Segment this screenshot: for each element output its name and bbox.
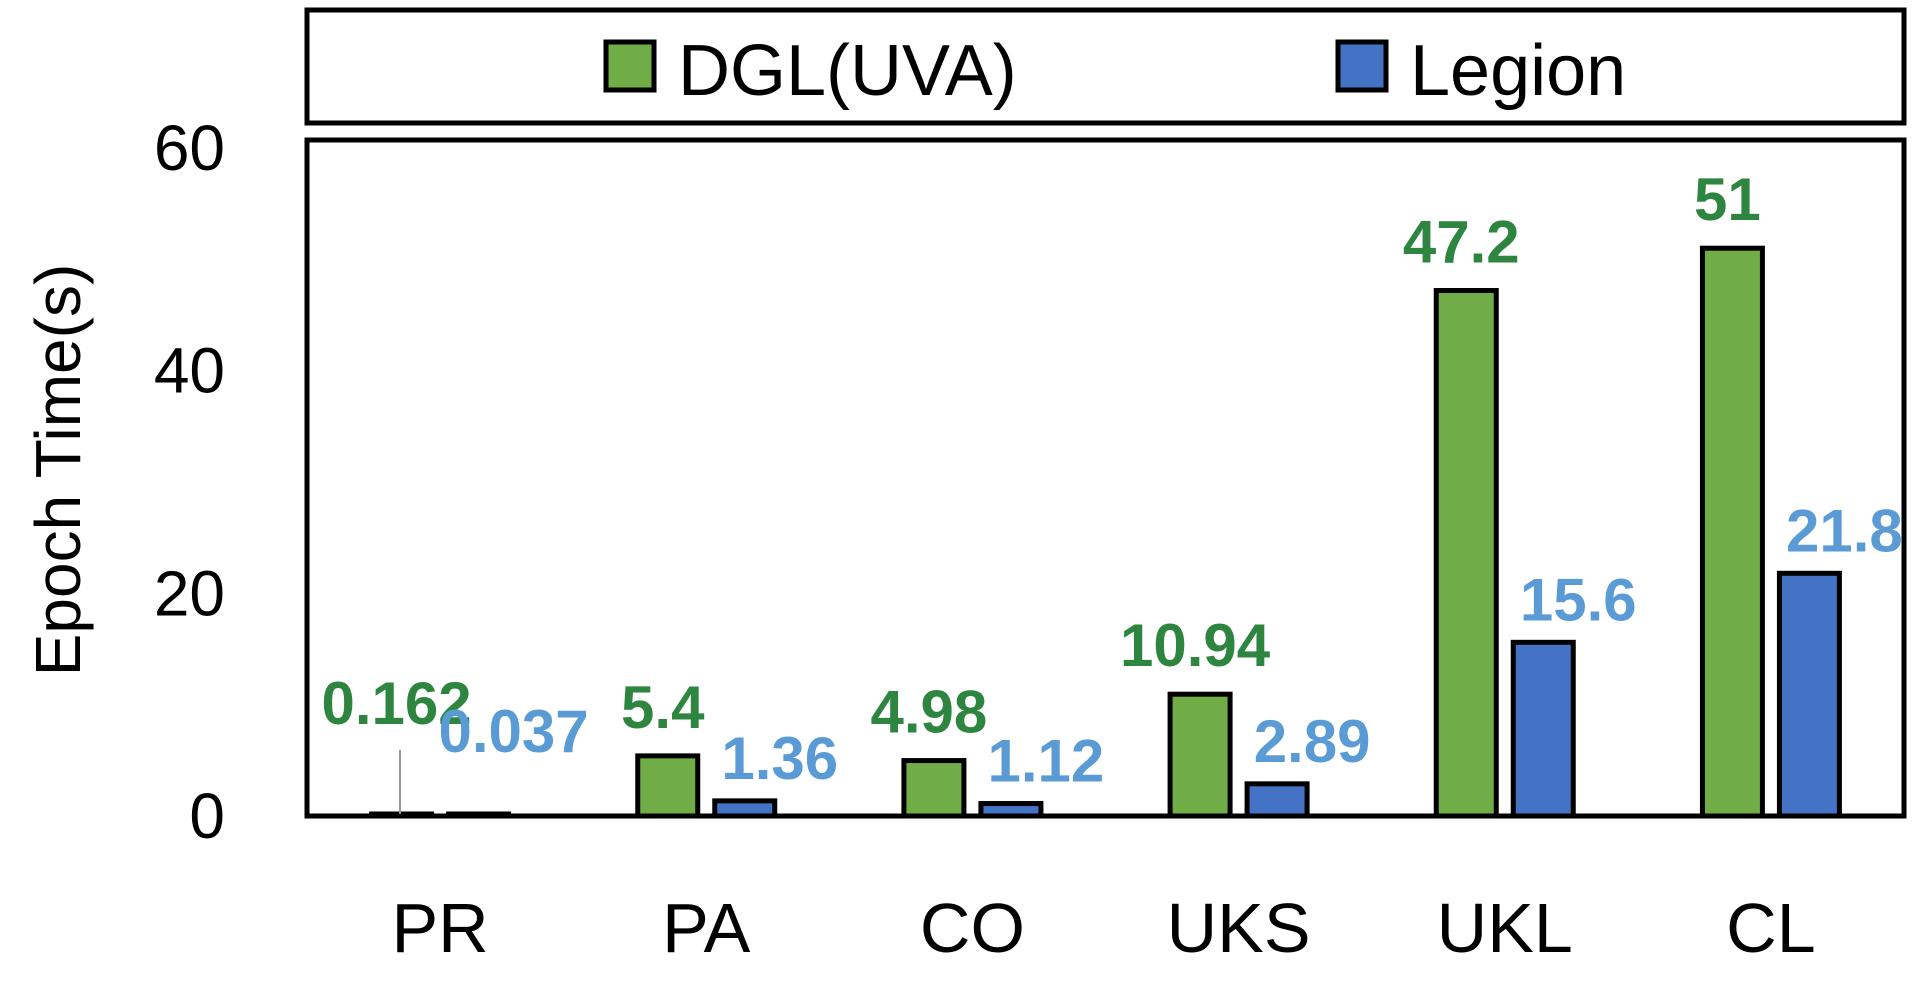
y-tick-label: 0 [189, 780, 225, 852]
bar-dgl-uva--cl [1699, 245, 1765, 819]
y-tick-label: 20 [154, 557, 225, 629]
data-label: 5.4 [621, 674, 705, 741]
legend-label: DGL(UVA) [678, 31, 1017, 111]
legend-swatch [603, 39, 657, 93]
x-tick-label: CL [1726, 889, 1815, 967]
legend-swatch [1335, 39, 1389, 93]
data-label: 15.6 [1520, 566, 1637, 633]
bar-legion-cl [1776, 570, 1842, 819]
data-label: 0.162 [322, 670, 472, 737]
bar-legion-ukl [1510, 639, 1576, 819]
y-tick-label: 60 [154, 112, 225, 184]
legend-box [304, 7, 1907, 126]
data-label: 1.12 [988, 728, 1105, 795]
bar-legion-uks [1244, 781, 1310, 819]
x-tick-labels: PR PA CO UKS UKL CL [391, 889, 1815, 967]
bar-dgl-uva--pa [635, 753, 701, 819]
data-label: 10.94 [1120, 612, 1271, 679]
y-tick-label: 40 [154, 335, 225, 407]
data-label: 0.037 [439, 698, 589, 765]
data-label: 4.98 [871, 679, 988, 746]
x-tick-label: PA [662, 889, 750, 967]
data-label: 47.2 [1403, 209, 1520, 276]
bar-dgl-uva--uks [1167, 691, 1233, 819]
x-tick-label: PR [391, 889, 488, 967]
bar-dgl-uva--ukl [1433, 288, 1499, 819]
bar-dgl-uva--co [901, 758, 967, 819]
bars [307, 245, 1904, 819]
legend-label: Legion [1410, 31, 1626, 111]
x-tick-label: UKL [1437, 889, 1573, 967]
y-tick-labels: 0 20 40 60 [154, 112, 225, 852]
legend: DGL(UVA) Legion [603, 31, 1626, 111]
data-label: 2.89 [1254, 708, 1371, 775]
data-label: 1.36 [721, 725, 838, 792]
data-label: 21.8 [1786, 497, 1903, 564]
data-label: 51 [1694, 166, 1761, 233]
x-tick-label: CO [920, 889, 1025, 967]
x-tick-label: UKS [1167, 889, 1311, 967]
y-axis-label: Epoch Time(s) [22, 264, 94, 677]
plot-area [304, 137, 1907, 819]
